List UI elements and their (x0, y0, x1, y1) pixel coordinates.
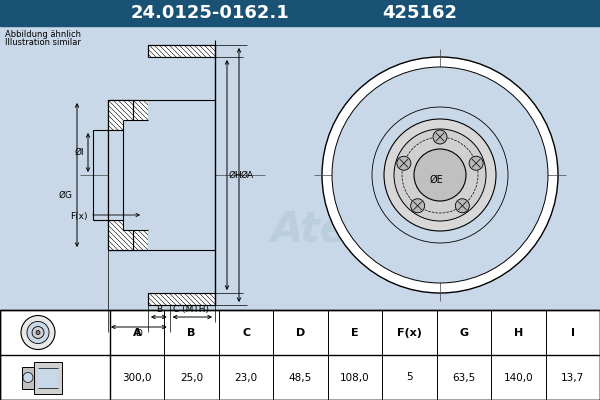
Text: 63,5: 63,5 (452, 372, 476, 382)
Text: Abbildung ähnlich: Abbildung ähnlich (5, 30, 81, 39)
Text: B: B (187, 328, 196, 338)
Circle shape (372, 107, 508, 243)
Bar (148, 293, 215, 305)
Text: 13,7: 13,7 (561, 372, 584, 382)
Text: E: E (351, 328, 359, 338)
Text: B: B (156, 305, 162, 314)
Circle shape (410, 199, 425, 213)
Circle shape (332, 67, 548, 283)
Bar (108, 100, 133, 130)
Text: ØG: ØG (59, 190, 73, 200)
Bar (148, 45, 215, 57)
Bar (108, 130, 133, 220)
Circle shape (23, 372, 33, 382)
Text: ØA: ØA (241, 170, 254, 180)
Text: 24.0125-0162.1: 24.0125-0162.1 (131, 4, 289, 22)
Text: C (MTH): C (MTH) (173, 305, 209, 314)
Circle shape (384, 119, 496, 231)
Bar (108, 220, 133, 250)
Text: Illustration similar: Illustration similar (5, 38, 81, 47)
Text: H: H (514, 328, 523, 338)
Circle shape (36, 330, 40, 334)
Bar (0, 26, 600, 310)
Bar (123, 120, 148, 230)
Bar (34, 362, 62, 394)
Text: 25,0: 25,0 (180, 372, 203, 382)
Text: D: D (136, 329, 142, 338)
Text: 23,0: 23,0 (235, 372, 257, 382)
Circle shape (27, 322, 49, 344)
Text: F(x): F(x) (71, 212, 88, 222)
Text: 140,0: 140,0 (503, 372, 533, 382)
Bar (0, 310, 600, 400)
Bar (38, 368, 58, 388)
Text: F(x): F(x) (397, 328, 422, 338)
Text: ØI: ØI (74, 148, 84, 157)
Text: I: I (571, 328, 575, 338)
Text: D: D (296, 328, 305, 338)
Text: G: G (460, 328, 469, 338)
Text: 108,0: 108,0 (340, 372, 370, 382)
Circle shape (469, 156, 483, 170)
Text: ØE: ØE (429, 175, 443, 185)
Circle shape (32, 326, 44, 338)
Circle shape (414, 149, 466, 201)
Circle shape (394, 129, 486, 221)
Circle shape (433, 130, 447, 144)
Circle shape (322, 57, 558, 293)
Text: 48,5: 48,5 (289, 372, 312, 382)
Bar (108, 100, 148, 250)
Circle shape (455, 199, 469, 213)
Text: C: C (242, 328, 250, 338)
Text: 300,0: 300,0 (122, 372, 152, 382)
Text: 5: 5 (406, 372, 413, 382)
Text: 425162: 425162 (383, 4, 458, 22)
Text: ØH: ØH (229, 170, 243, 180)
Bar (148, 57, 215, 293)
Text: A: A (133, 328, 142, 338)
Circle shape (21, 316, 55, 350)
Bar (22, 366, 34, 388)
Text: Ate: Ate (271, 209, 349, 251)
Circle shape (397, 156, 411, 170)
Bar (0, 0, 600, 26)
